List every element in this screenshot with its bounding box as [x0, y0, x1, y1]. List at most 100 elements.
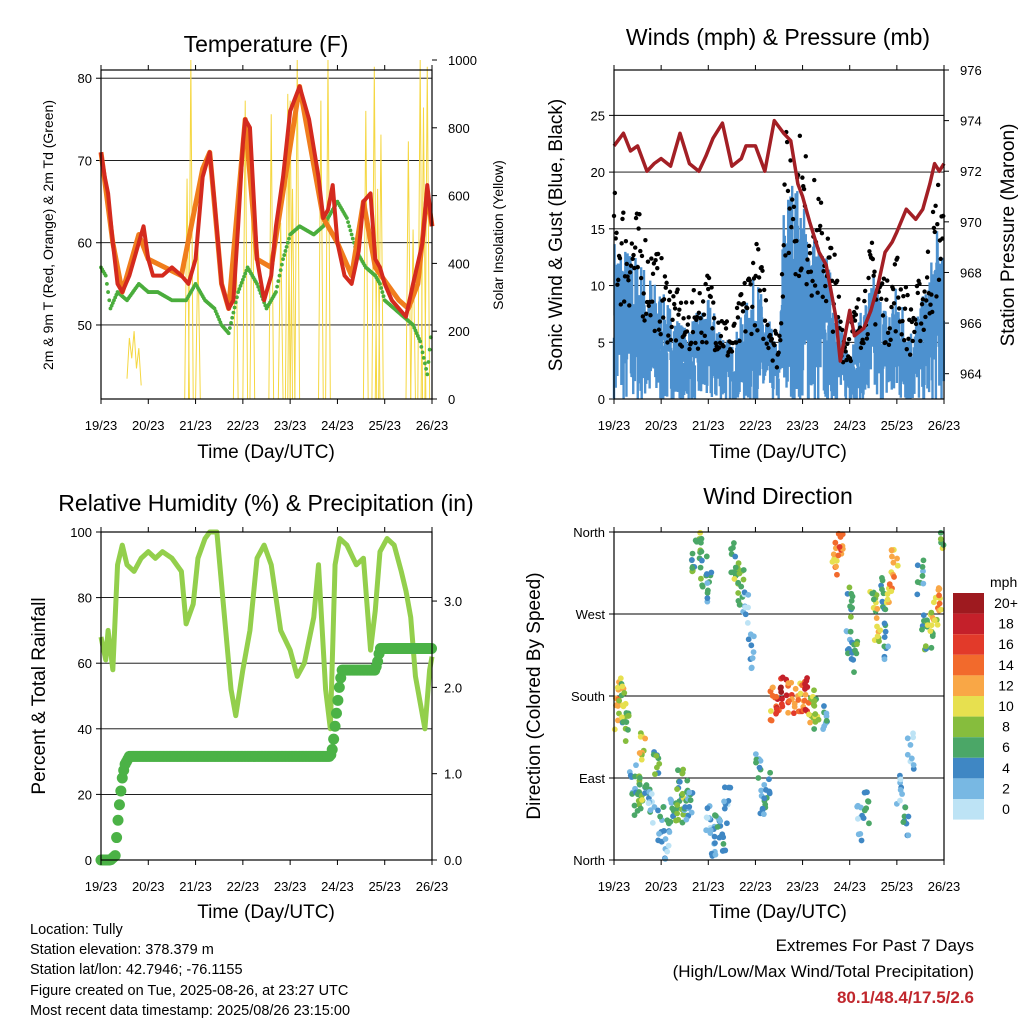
direction-point — [931, 617, 938, 624]
legend-swatch — [953, 757, 984, 779]
gust-point — [636, 226, 641, 231]
direction-point — [712, 840, 718, 846]
gust-point — [921, 327, 926, 333]
wind-direction-ylabel: Direction (Colored By Speed) — [524, 572, 545, 819]
direction-point — [802, 706, 809, 713]
gust-point — [922, 289, 927, 294]
direction-point — [757, 757, 764, 764]
x-tick-label: 26/23 — [416, 879, 449, 894]
gust-point — [661, 315, 666, 320]
direction-point — [740, 576, 747, 583]
direction-point — [804, 675, 810, 681]
gust-point — [648, 313, 653, 318]
gust-point — [924, 298, 929, 303]
direction-point — [655, 807, 661, 814]
dewpoint-point — [235, 295, 239, 300]
gust-point — [619, 241, 624, 246]
gust-point — [840, 327, 845, 333]
direction-point — [731, 576, 738, 582]
solar-spike — [318, 100, 324, 400]
plot-frame — [613, 531, 945, 861]
gust-point — [612, 190, 618, 196]
gust-point — [896, 295, 901, 300]
gust-point — [649, 299, 655, 304]
x-tick-label: 22/23 — [227, 879, 260, 894]
gust-point — [815, 290, 820, 295]
direction-point — [829, 558, 836, 565]
gust-point — [764, 341, 769, 346]
gust-point — [924, 275, 930, 280]
gust-point — [739, 291, 744, 297]
gust-point — [661, 297, 667, 302]
solar-spike — [187, 59, 194, 400]
gust-point — [812, 283, 818, 288]
direction-point — [712, 851, 719, 858]
gust-point — [630, 256, 635, 262]
direction-point — [850, 656, 857, 663]
legend-label: 18 — [998, 616, 1014, 632]
gust-point — [797, 133, 803, 139]
dewpoint-point — [419, 345, 424, 349]
direction-point — [811, 687, 817, 694]
rainfall-point — [330, 707, 342, 719]
gust-point — [823, 298, 829, 304]
direction-point — [638, 756, 645, 763]
direction-point — [790, 710, 797, 717]
gust-point — [650, 271, 656, 277]
direction-point — [698, 557, 705, 564]
gust-point — [625, 274, 630, 279]
y2-tick-label: 972 — [960, 164, 982, 179]
direction-point — [857, 830, 864, 837]
direction-point — [937, 529, 944, 536]
direction-point — [849, 593, 856, 600]
gust-point — [711, 316, 717, 321]
gust-point — [885, 278, 890, 283]
direction-point — [682, 804, 689, 810]
direction-point — [876, 638, 882, 645]
direction-point — [676, 778, 683, 785]
gust-point — [689, 300, 695, 305]
gust-point — [909, 319, 915, 325]
gust-point — [615, 282, 620, 287]
x-tick-label: 19/23 — [85, 418, 118, 433]
direction-point — [811, 726, 818, 732]
direction-point — [920, 580, 927, 587]
direction-point — [774, 708, 781, 715]
y2-tick-label: 968 — [960, 265, 982, 280]
gust-point — [765, 322, 770, 328]
gust-point — [633, 245, 638, 250]
y-tick-label: 10 — [591, 279, 605, 294]
legend-label: 16 — [998, 636, 1014, 652]
gust-point — [892, 262, 898, 267]
gust-point — [633, 215, 639, 221]
y-tick-label: 25 — [591, 108, 605, 123]
rainfall-point — [328, 733, 340, 745]
dewpoint-point — [347, 224, 352, 229]
solar-ylabel: Solar Insolation (Yellow) — [490, 160, 506, 310]
direction-point — [855, 802, 861, 809]
gust-point — [626, 278, 631, 283]
gust-point — [910, 338, 915, 344]
direction-point — [674, 802, 681, 808]
gust-point — [723, 326, 729, 331]
gust-point — [655, 251, 661, 257]
direction-point — [684, 777, 691, 784]
legend-swatch — [953, 737, 984, 758]
direction-point — [687, 797, 694, 804]
direction-point — [760, 811, 767, 818]
gust-point — [886, 342, 892, 348]
humidity-ylabel: Percent & Total Rainfall — [29, 597, 50, 794]
x-tick-label: 24/23 — [321, 879, 354, 894]
direction-point — [897, 797, 903, 804]
solar-spike — [378, 134, 384, 400]
direction-point — [766, 788, 773, 795]
winds-xlabel: Time (Day/UTC) — [709, 442, 847, 463]
direction-point — [750, 633, 757, 640]
gust-point — [617, 255, 623, 261]
direction-point — [703, 814, 710, 821]
gust-point — [920, 297, 926, 302]
y2-tick-label: 400 — [448, 256, 470, 271]
gust-point — [679, 344, 685, 349]
gust-point — [879, 296, 884, 302]
gust-point — [858, 345, 864, 351]
